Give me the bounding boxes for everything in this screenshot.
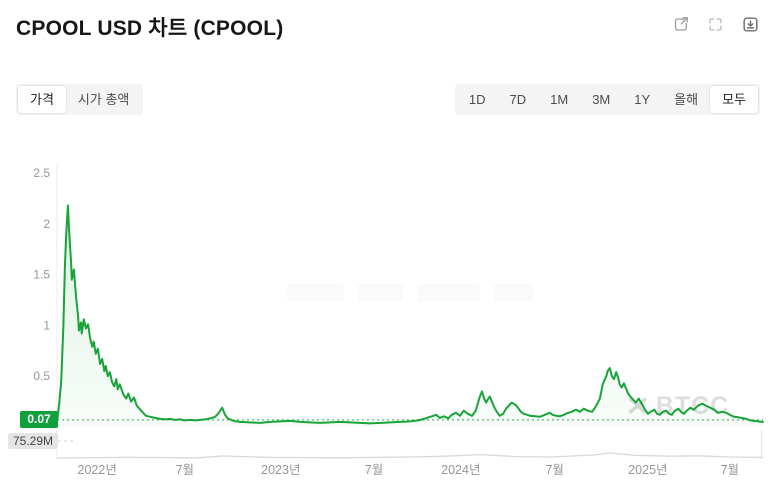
y-axis-tick: 2.5 (33, 166, 50, 180)
range-3m[interactable]: 3M (580, 86, 622, 113)
header-actions (670, 14, 760, 34)
range-1m[interactable]: 1M (538, 86, 580, 113)
x-axis-tick: 2024년 (441, 463, 480, 477)
x-axis-tick: 7월 (545, 463, 563, 477)
fullscreen-button[interactable] (705, 14, 725, 34)
range-1d[interactable]: 1D (457, 86, 498, 113)
chart-toolbar: 가격 시가 총액 1D 7D 1M 3M 1Y 올해 모두 (16, 84, 760, 115)
price-area-fill (57, 205, 763, 427)
market-cap-line (56, 452, 764, 459)
price-chart[interactable]: ✕ BTCC 2.521.510.52022년7월2023년7월2024년7월2… (0, 128, 776, 489)
fullscreen-icon (708, 17, 722, 31)
x-axis-tick: 7월 (176, 463, 194, 477)
download-icon (742, 16, 758, 32)
y-axis-tick: 0.5 (33, 369, 50, 383)
range-7d[interactable]: 7D (498, 86, 539, 113)
current-price-badge: 0.07 (20, 411, 58, 428)
y-axis-tick: 1 (43, 318, 50, 332)
y-axis-tick: 2 (43, 217, 50, 231)
chart-canvas[interactable]: 2.5 2 1.5 1 0.5 2022년 7월 2023년 7월 2024년 7월 2025년 7월 (0, 128, 776, 489)
share-button[interactable] (670, 14, 690, 34)
page-title: CPOOL USD 차트 (CPOOL) (16, 17, 284, 40)
x-axis-tick: 7월 (721, 463, 739, 477)
range-ytd[interactable]: 올해 (662, 86, 710, 113)
x-axis-tick: 2022년 (78, 463, 117, 477)
tab-price[interactable]: 가격 (18, 86, 66, 113)
range-selector: 1D 7D 1M 3M 1Y 올해 모두 (454, 84, 760, 115)
range-1y[interactable]: 1Y (622, 86, 662, 113)
x-axis-tick: 2025년 (628, 463, 667, 477)
metric-toggle: 가격 시가 총액 (16, 84, 144, 115)
x-axis-tick: 2023년 (261, 463, 300, 477)
share-icon (674, 16, 688, 31)
price-line (56, 204, 764, 425)
download-button[interactable] (740, 14, 760, 34)
x-axis-tick: 7월 (365, 463, 383, 477)
market-cap-badge: 75.29M (8, 433, 58, 449)
y-axis-tick: 1.5 (33, 268, 50, 282)
tab-market-cap[interactable]: 시가 총액 (66, 86, 141, 113)
range-all[interactable]: 모두 (710, 86, 758, 113)
